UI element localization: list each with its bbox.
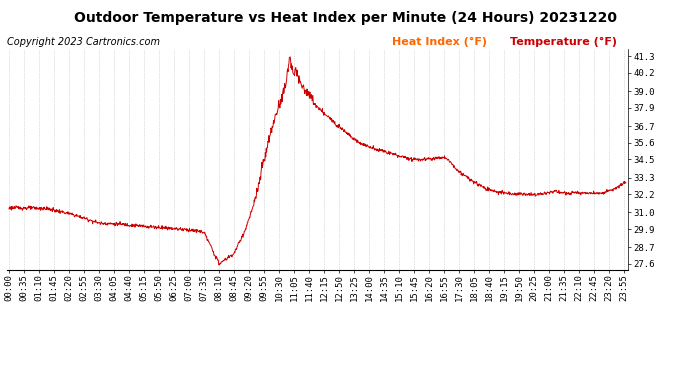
Text: Temperature (°F): Temperature (°F): [510, 36, 617, 46]
Text: Copyright 2023 Cartronics.com: Copyright 2023 Cartronics.com: [7, 36, 160, 46]
Text: Heat Index (°F): Heat Index (°F): [392, 36, 487, 46]
Text: Outdoor Temperature vs Heat Index per Minute (24 Hours) 20231220: Outdoor Temperature vs Heat Index per Mi…: [74, 11, 616, 25]
